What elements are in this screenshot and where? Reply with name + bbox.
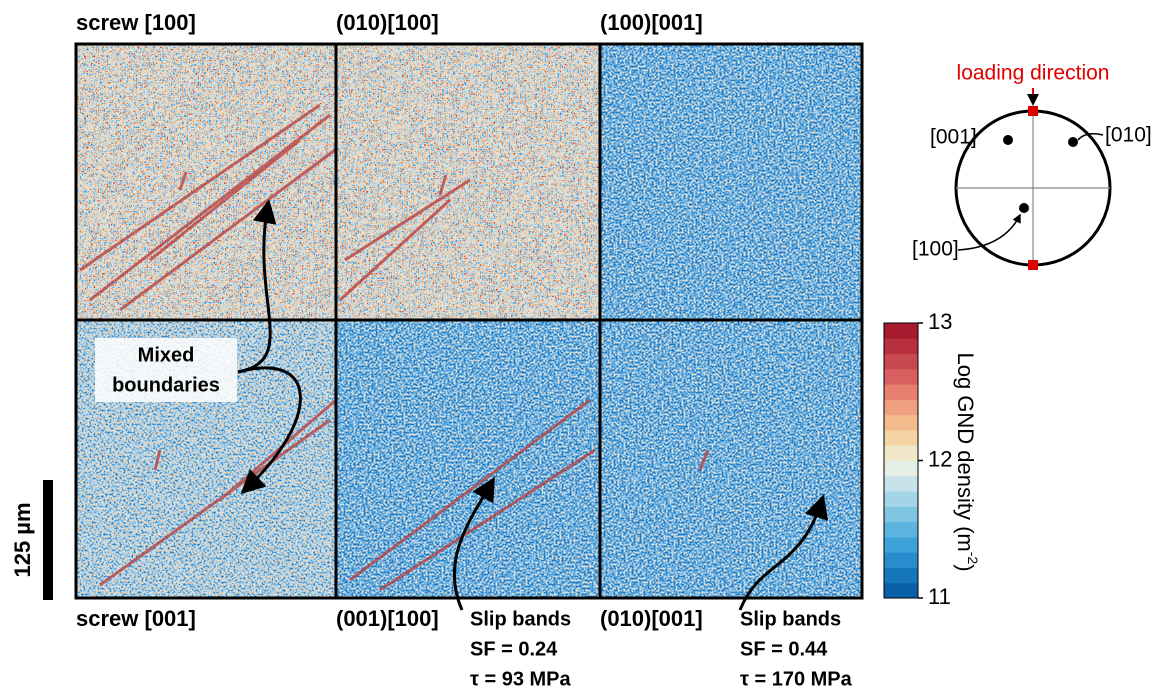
colorbar-tick-label: 11 xyxy=(928,584,951,609)
annotation: τ = 170 MPa xyxy=(740,668,853,690)
colorbar-band xyxy=(884,460,918,477)
map-panel xyxy=(600,44,862,320)
colorbar-band xyxy=(884,567,918,584)
colorbar-band xyxy=(884,399,918,416)
map-panel xyxy=(600,320,862,598)
loading-marker xyxy=(1028,106,1038,116)
panel-label: screw [100] xyxy=(76,10,196,35)
pole-figure-title: loading direction xyxy=(957,62,1110,85)
panel-label: (001)[100] xyxy=(336,606,439,631)
pole-label: [001] xyxy=(930,126,977,149)
colorbar-band xyxy=(884,506,918,523)
colorbar-label: Log GND density (m-2) xyxy=(953,352,981,571)
annotation: boundaries xyxy=(112,374,220,396)
pole-label: [010] xyxy=(1105,124,1152,147)
colorbar-band xyxy=(884,445,918,461)
colorbar-tick-label: 12 xyxy=(928,446,952,471)
scale-bar-label: 125 µm xyxy=(10,502,35,577)
slip-streaks xyxy=(79,103,710,592)
panel-label: screw [001] xyxy=(76,606,196,631)
annotation-box xyxy=(95,338,237,402)
annotation: Slip bands xyxy=(470,608,571,630)
colorbar-band xyxy=(884,536,918,553)
pole xyxy=(1003,135,1013,145)
colorbar-band xyxy=(884,353,918,370)
scale-bar xyxy=(43,480,53,600)
colorbar-band xyxy=(884,521,918,538)
annotation: SF = 0.44 xyxy=(740,638,828,660)
pole-label: [100] xyxy=(912,238,959,261)
loading-marker xyxy=(1028,260,1038,270)
pole xyxy=(1019,203,1029,213)
colorbar-band xyxy=(884,384,918,400)
colorbar: 11 12 13 xyxy=(883,309,952,609)
colorbar-band xyxy=(884,414,918,431)
colorbar-band xyxy=(884,582,918,599)
maps xyxy=(74,42,864,600)
panel-label: (100)[001] xyxy=(600,10,703,35)
colorbar-tick-label: 13 xyxy=(928,309,952,334)
arrows xyxy=(237,199,829,611)
panel-label: (010)[100] xyxy=(336,10,439,35)
map-panel xyxy=(336,320,600,598)
colorbar-band xyxy=(884,552,918,568)
pole xyxy=(1068,137,1078,147)
colorbar-band xyxy=(884,338,918,355)
colorbar-band xyxy=(884,475,918,492)
annotation: τ = 93 MPa xyxy=(470,668,572,690)
panel-label: (010)[001] xyxy=(600,606,703,631)
annotation: Mixed xyxy=(138,344,195,366)
annotation: Slip bands xyxy=(740,608,841,630)
colorbar-band xyxy=(884,323,918,339)
colorbar-band xyxy=(884,429,918,446)
colorbar-band xyxy=(884,368,918,385)
colorbar-band xyxy=(884,491,918,507)
annotation: SF = 0.24 xyxy=(470,638,558,660)
